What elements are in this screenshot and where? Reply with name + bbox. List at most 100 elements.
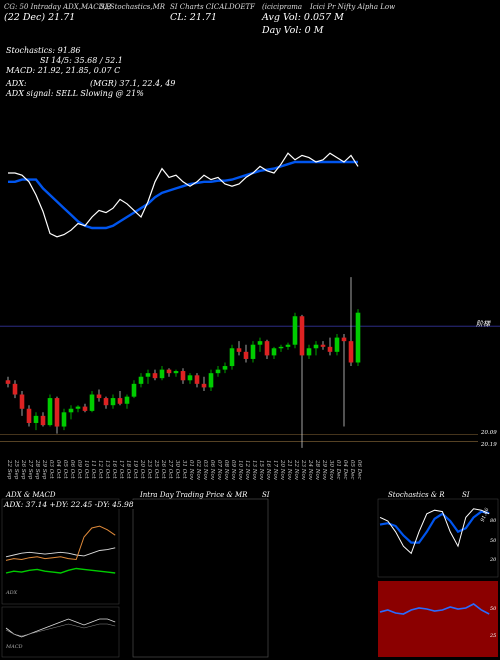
day-volume: Day Vol: 0 M — [262, 25, 324, 36]
candle-body — [159, 369, 165, 379]
oscillator-group — [8, 152, 359, 238]
candle-body — [61, 412, 67, 427]
macd-value: MACD: 21.92, 21.85, 0.07 C — [6, 66, 121, 75]
date-tick-label: 03 Oct — [48, 460, 54, 479]
candle — [61, 408, 67, 431]
candle — [12, 380, 18, 399]
date-tick-label: 30 Oct — [174, 460, 180, 479]
macd-line — [5, 618, 116, 638]
date-tick-label: 05 Dec — [349, 460, 355, 480]
intraday-si: SI — [262, 491, 270, 499]
adx-readout: ADX: 37.14 +DY: 22.45 -DY: 45.98 — [4, 500, 134, 509]
candle-body — [68, 408, 74, 413]
candle — [236, 341, 242, 356]
candle — [19, 390, 25, 416]
candle — [320, 341, 326, 350]
candle — [327, 337, 333, 356]
date-tick-label: 09 Nov — [230, 460, 236, 480]
candle-body — [47, 398, 53, 426]
date-tick-label: 11 Oct — [90, 460, 96, 479]
candle-body — [243, 351, 249, 359]
main-chart: 22 Sep 25 Sep 26 Sep 27 Sep 28 Sep 29 Sep 03 O… — [0, 152, 500, 480]
date-tick-label: 26 Oct — [160, 459, 166, 479]
stoch-tick-80: 80 — [490, 518, 497, 524]
candle-body — [306, 348, 312, 356]
date-tick-label: 25 Sep — [13, 459, 19, 480]
adx-axis-label: ADX — [6, 590, 18, 596]
date-tick-label: 10 Nov — [237, 460, 243, 480]
candle-body — [327, 346, 333, 352]
stoch-tick-20: 20 — [490, 557, 497, 563]
candle-body — [40, 415, 46, 426]
date-tick-label: 13 Oct — [104, 460, 110, 479]
date-ticks: 22 Sep 25 Sep 26 Sep 27 Sep 28 Sep 29 Sep 03 O… — [6, 459, 362, 480]
candle-body — [173, 371, 179, 374]
candle — [138, 373, 144, 388]
date-tick-label: 23 Oct — [146, 459, 152, 479]
candle-body — [19, 394, 25, 409]
candle-body — [229, 348, 235, 367]
candle-body — [299, 316, 305, 356]
candle — [306, 344, 312, 359]
adx-line — [5, 547, 116, 558]
candles-group — [5, 277, 361, 448]
date-tick-label: 16 Nov — [265, 460, 271, 480]
candle — [117, 390, 123, 406]
candle-body — [264, 341, 270, 356]
candle-body — [138, 376, 144, 384]
adx-macd-title: ADX & MACD — [6, 491, 56, 499]
header-col1: CG: 50 Intraday ADX,MACD,B — [4, 3, 112, 11]
date-tick-label: 06 Dec — [356, 460, 362, 480]
candle-body — [355, 312, 361, 363]
plus-di-line — [5, 567, 116, 574]
date-tick-label: 15 Nov — [258, 460, 264, 480]
date-tick-label: 30 Nov — [328, 460, 334, 480]
candle-body — [89, 394, 95, 411]
date-tick-label: 07 Nov — [216, 460, 222, 480]
date-tick-label: 13 Nov — [251, 460, 257, 480]
stoch-readout: 91.86 — [479, 507, 491, 523]
candle — [187, 373, 193, 384]
date-tick-label: 17 Oct — [118, 460, 124, 479]
candle — [89, 390, 95, 413]
candle — [145, 369, 151, 384]
candle-body — [313, 344, 319, 349]
rsi-panel — [378, 581, 498, 657]
candle — [278, 344, 284, 352]
date-tick-label: 27 Oct — [167, 459, 173, 479]
date-tick-label: 09 Oct — [76, 460, 82, 479]
candle — [292, 312, 298, 349]
candle — [33, 412, 39, 431]
date-tick-label: 02 Nov — [195, 460, 201, 480]
candle-body — [215, 369, 221, 374]
candle — [313, 341, 319, 356]
date-tick-label: 08 Nov — [223, 460, 229, 480]
adx-signal: ADX signal: SELL Slowing @ 21% — [6, 89, 144, 98]
rsi-line — [379, 603, 490, 615]
stoch-panel — [377, 498, 499, 578]
candle — [68, 405, 74, 420]
candle-body — [187, 375, 193, 381]
date-tick-label: 06 Nov — [209, 460, 215, 480]
avg-volume: Avg Vol: 0.057 M — [262, 12, 344, 23]
candle — [215, 366, 221, 377]
candle-body — [110, 398, 116, 406]
candle — [229, 344, 235, 370]
candle — [257, 337, 263, 352]
date-tick-label: 27 Sep — [27, 459, 33, 480]
candle-body — [124, 396, 130, 404]
price-row: (22 Dec) 21.71 — [4, 12, 76, 23]
date-tick-label: 25 Oct — [153, 459, 159, 479]
candle-body — [320, 344, 326, 347]
date-tick-label: 01 Nov — [188, 460, 194, 480]
candle-body — [5, 380, 11, 384]
adx-label: ADX: — [6, 79, 27, 88]
candle — [271, 346, 277, 359]
candle — [103, 396, 109, 409]
candle-body — [117, 398, 123, 404]
si-value: SI 14/5: 35.68 / 52.1 — [40, 56, 123, 65]
candle-body — [152, 373, 158, 379]
stochastics-value: Stochastics: 91.86 — [6, 46, 81, 55]
candle — [47, 394, 53, 427]
date-tick-label: 24 Nov — [307, 459, 313, 480]
